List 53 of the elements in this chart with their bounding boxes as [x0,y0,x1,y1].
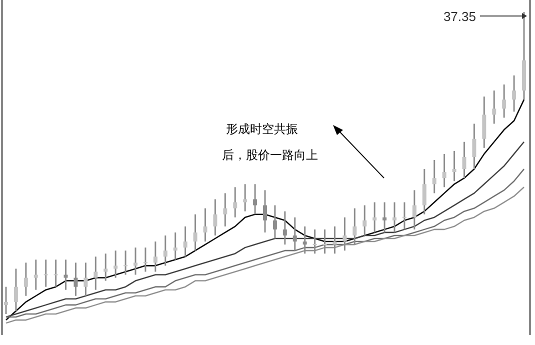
candlestick [502,84,506,118]
candlestick [74,262,78,297]
candlestick [203,208,208,242]
candlestick [14,268,18,312]
candlestick [153,240,158,272]
candlestick [292,216,297,252]
candlestick [104,252,108,282]
candlestick [64,258,68,291]
candlestick [134,246,138,276]
candlestick [472,122,476,170]
candlestick [432,159,436,194]
candlestick [243,183,248,212]
candlestick [84,262,88,297]
candlestick [183,226,188,258]
candlestick [512,74,516,112]
candlestick [442,153,446,188]
candlestick [362,204,367,236]
annotation: 37.35 [443,9,476,24]
candlestick [312,228,317,254]
candlestick [24,262,28,297]
annotation: 形成时空共振后，股价一路向上 [222,122,318,162]
candlestick [402,202,406,230]
candlestick [213,198,218,236]
candlestick [372,202,377,234]
candlestick [163,234,168,266]
candlestick [54,258,58,288]
candlestick [233,186,238,218]
candlestick [94,256,98,291]
candlestick [352,208,357,246]
candlestick [223,192,228,228]
candlestick [302,226,307,254]
candlestick [462,141,466,179]
candlestick [44,258,48,288]
candlestick [452,150,456,182]
candlestick [263,189,267,234]
candlestick [34,258,38,291]
candlestick [173,232,178,260]
candlestick [253,183,258,216]
candlestick [422,168,426,216]
candlestick [124,250,128,276]
candlestick [392,202,396,234]
candlestick [342,216,347,252]
candlestick [332,226,337,254]
candlestick [193,214,198,252]
candlestick [4,286,8,315]
candlestick [272,204,277,240]
candlestick [114,250,118,279]
candlestick [492,90,496,124]
candlestick [322,228,327,254]
candlestick [412,189,416,230]
candlestick [282,210,287,246]
candlestick [382,202,387,234]
candlestick [143,246,148,272]
